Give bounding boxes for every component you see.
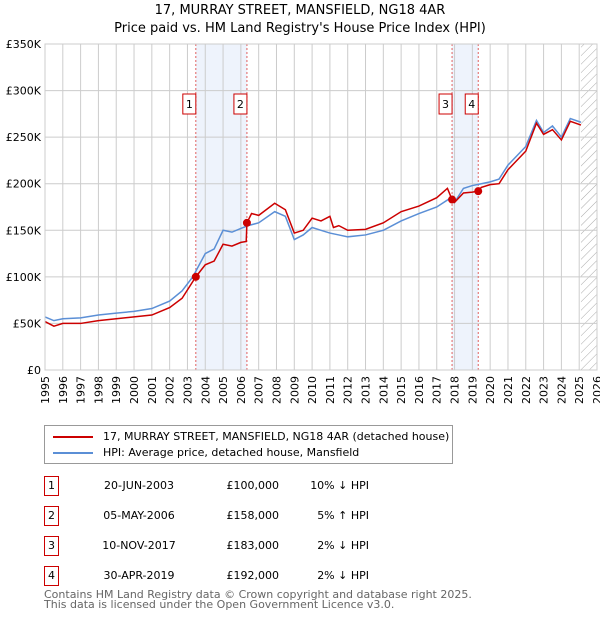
- x-tick-label: 2020: [484, 376, 497, 404]
- x-tick-label: 2002: [164, 376, 177, 404]
- x-tick-label: 2000: [128, 376, 141, 404]
- sale-point: [474, 187, 483, 196]
- sale-hpi-diff: 2% ↓ HPI: [317, 569, 369, 582]
- sale-price: £183,000: [226, 539, 280, 552]
- sale-label: 3: [442, 98, 449, 111]
- y-tick-label: £250K: [6, 131, 42, 144]
- x-tick-label: 2004: [199, 376, 212, 404]
- x-tick-label: 2024: [555, 376, 568, 404]
- x-tick-label: 2009: [288, 376, 301, 404]
- sale-label-box: [233, 93, 248, 115]
- x-tick-label: 1995: [39, 376, 52, 404]
- x-tick-label: 2025: [573, 376, 586, 404]
- sale-point: [242, 218, 251, 227]
- chart-title: 17, MURRAY STREET, MANSFIELD, NG18 4AR: [154, 3, 446, 18]
- footer-line-1: Contains HM Land Registry data © Crown c…: [44, 588, 472, 601]
- sale-hpi-diff: 2% ↓ HPI: [317, 539, 369, 552]
- x-tick-label: 2016: [413, 376, 426, 404]
- legend-red-line: [53, 435, 93, 438]
- sale-point: [448, 195, 457, 204]
- y-tick-label: £200K: [6, 178, 42, 191]
- y-tick-label: £0: [27, 364, 41, 377]
- legend-label-property: 17, MURRAY STREET, MANSFIELD, NG18 4AR (…: [103, 430, 450, 443]
- x-tick-label: 2019: [466, 376, 479, 404]
- x-tick-label: 2005: [217, 376, 230, 404]
- sale-price: £192,000: [226, 569, 280, 582]
- footer-line-2: This data is licensed under the Open Gov…: [44, 598, 395, 611]
- footer: Contains HM Land Registry data © Crown c…: [44, 588, 472, 611]
- legend-label-hpi: HPI: Average price, detached house, Mans…: [103, 446, 360, 459]
- sale-label: 4: [468, 98, 475, 111]
- sale-label: 2: [237, 98, 244, 111]
- x-tick-label: 2015: [395, 376, 408, 404]
- sale-date: 30-APR-2019: [103, 569, 175, 582]
- x-tick-label: 1996: [57, 376, 70, 404]
- sale-price: £158,000: [226, 509, 280, 522]
- sale-row: 1 20-JUN-2003 £100,000 10% ↓ HPI: [44, 476, 444, 496]
- sale-row: 3 10-NOV-2017 £183,000 2% ↓ HPI: [44, 536, 444, 556]
- sale-number: 3: [44, 536, 59, 556]
- sale-label-box: [182, 93, 197, 115]
- sale-number: 4: [44, 566, 59, 586]
- sale-label-box: [464, 93, 479, 115]
- x-tick-label: 2008: [270, 376, 283, 404]
- legend: 17, MURRAY STREET, MANSFIELD, NG18 4AR (…: [44, 425, 453, 464]
- x-tick-label: 2011: [324, 376, 337, 404]
- y-tick-label: £300K: [6, 85, 42, 98]
- sale-point: [191, 272, 200, 281]
- price-chart: 1995 1996 1997 1998 1999 2000 2001 2002 2003 2004…: [6, 38, 600, 404]
- x-tick-label: 2014: [377, 376, 390, 404]
- x-tick-label: 1999: [110, 376, 123, 404]
- sale-price: £100,000: [226, 479, 280, 492]
- x-tick-label: 2013: [360, 376, 373, 404]
- price-paid-line: [44, 120, 582, 328]
- shaded-period: [452, 44, 479, 370]
- sale-number: 1: [44, 476, 59, 496]
- legend-blue-line: [53, 451, 93, 454]
- x-tick-label: 2022: [520, 376, 533, 404]
- x-tick-label: 2017: [431, 376, 444, 404]
- sale-date: 10-NOV-2017: [102, 539, 176, 552]
- chart-subtitle: Price paid vs. HM Land Registry's House …: [114, 21, 486, 36]
- shaded-period: [195, 44, 247, 370]
- x-tick-label: 2007: [253, 376, 266, 404]
- x-tick-label: 2003: [181, 376, 194, 404]
- y-tick-label: £150K: [6, 224, 42, 237]
- sale-label: 1: [186, 98, 193, 111]
- x-tick-label: 1997: [75, 376, 88, 404]
- hpi-line: [44, 117, 582, 322]
- plot-border: [44, 43, 598, 371]
- sale-row: 4 30-APR-2019 £192,000 2% ↓ HPI: [44, 566, 444, 586]
- x-tick-label: 2023: [538, 376, 551, 404]
- forecast-hatch: [580, 44, 597, 370]
- x-tick-label: 2026: [591, 376, 600, 404]
- x-tick-label: 2006: [235, 376, 248, 404]
- x-tick-label: 2012: [342, 376, 355, 404]
- sale-date: 05-MAY-2006: [103, 509, 175, 522]
- sale-date: 20-JUN-2003: [103, 479, 175, 492]
- x-tick-label: 2001: [146, 376, 159, 404]
- sale-hpi-diff: 10% ↓ HPI: [310, 479, 369, 492]
- y-tick-label: £100K: [6, 271, 42, 284]
- x-tick-label: 1998: [92, 376, 105, 404]
- sale-label-box: [438, 93, 453, 115]
- y-tick-label: £350K: [6, 38, 42, 51]
- sale-number: 2: [44, 506, 59, 526]
- x-tick-label: 2021: [502, 376, 515, 404]
- y-tick-label: £50K: [13, 317, 42, 330]
- x-tick-label: 2010: [306, 376, 319, 404]
- x-tick-label: 2018: [449, 376, 462, 404]
- sale-hpi-diff: 5% ↑ HPI: [317, 509, 369, 522]
- sale-row: 2 05-MAY-2006 £158,000 5% ↑ HPI: [44, 506, 444, 526]
